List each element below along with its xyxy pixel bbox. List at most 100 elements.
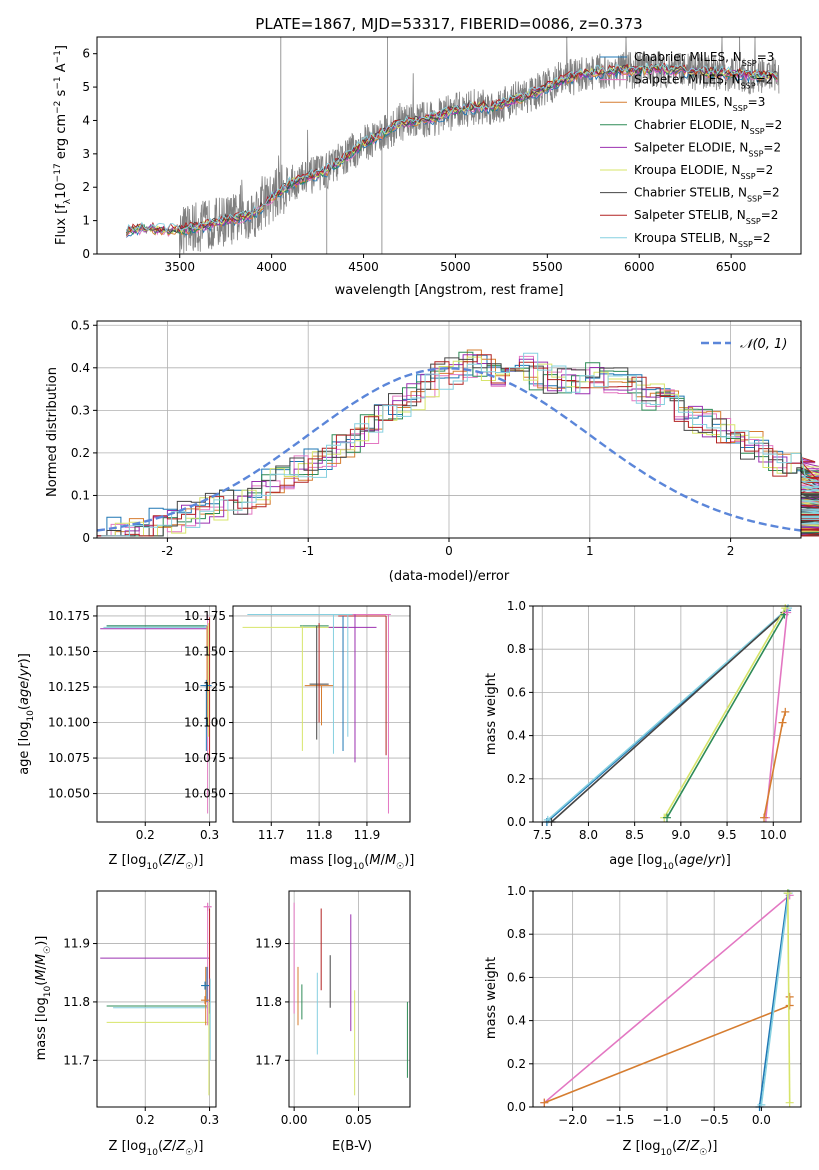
legend-label: 𝒩(0, 1) xyxy=(740,337,787,352)
y-tick-label: 3 xyxy=(82,147,90,161)
y-tick-label: 0.0 xyxy=(507,1100,526,1114)
weight-marker xyxy=(781,707,790,716)
weight-marker xyxy=(785,1098,794,1107)
weight-line xyxy=(543,894,791,1104)
weight-marker xyxy=(783,608,792,617)
y-tick-label: 0.0 xyxy=(507,815,526,829)
legend-label: Chabrier MILES, NSSP=3 xyxy=(634,50,774,68)
x-tick-label: 0 xyxy=(445,544,453,558)
x-tick-label: 7.5 xyxy=(533,828,552,842)
legend-label: Kroupa MILES, NSSP=3 xyxy=(634,95,765,113)
y-tick-label: 11.7 xyxy=(63,1053,90,1067)
y-tick-label: 10.100 xyxy=(184,716,226,730)
x-tick-label: 9.0 xyxy=(671,828,690,842)
y-tick-label: 11.7 xyxy=(255,1053,282,1067)
residual-histogram xyxy=(101,352,819,537)
y-tick-label: 11.9 xyxy=(255,937,282,951)
y-tick-label: 0.2 xyxy=(507,1057,526,1071)
y-tick-label: 10.175 xyxy=(184,609,226,623)
massweight-vs-Z-panel: −2.0 −1.5 −1.0 −0.5 0.0 0.0 0.2 0.4 0.6 0.8 1.0 xyxy=(507,884,802,1127)
age-vs-Z-xlabel: Z [log10(Z/Z☉)] xyxy=(109,853,204,872)
massweight-vs-Z-ylabel: mass weight xyxy=(484,957,499,1039)
y-tick-label: 0 xyxy=(82,247,90,261)
y-tick-label: 11.8 xyxy=(63,995,90,1009)
y-tick-label: 10.150 xyxy=(184,644,226,658)
legend-label: Salpeter ELODIE, NSSP=2 xyxy=(634,140,781,158)
x-tick-label: 1 xyxy=(586,544,594,558)
axes-frame xyxy=(96,890,217,1108)
weight-marker xyxy=(760,813,769,822)
y-tick-label: 4 xyxy=(82,113,90,127)
legend-label: Chabrier STELIB, NSSP=2 xyxy=(634,186,780,204)
y-tick-label: 1.0 xyxy=(507,884,526,898)
x-tick-label: −1.5 xyxy=(605,1113,634,1127)
y-tick-label: 11.8 xyxy=(255,995,282,1009)
spectrum-xlabel: wavelength [Angstrom, rest frame] xyxy=(335,283,564,298)
y-tick-label: 0.1 xyxy=(71,488,90,502)
y-tick-label: 0.2 xyxy=(71,446,90,460)
residual-histogram xyxy=(97,354,819,537)
marker xyxy=(201,981,210,990)
age-vs-Z-panel: 0.2 0.3 10.050 10.075 10.100 10.125 10.150 10.1… xyxy=(48,605,219,842)
y-tick-label: 10.150 xyxy=(48,644,90,658)
x-tick-label: 6000 xyxy=(624,260,655,274)
legend-label: Salpeter MILES, NSSP=2 xyxy=(634,73,773,91)
mass-vs-Z-panel: 0.2 0.3 11.7 11.8 11.9 xyxy=(63,890,219,1127)
legend-label: Kroupa ELODIE, NSSP=2 xyxy=(634,163,773,181)
y-tick-label: 10.125 xyxy=(48,680,90,694)
weight-line xyxy=(787,893,791,1103)
weight-marker xyxy=(783,889,792,898)
residual-histogram xyxy=(97,354,819,537)
x-tick-label: 5500 xyxy=(532,260,563,274)
weight-marker xyxy=(781,604,790,613)
x-tick-label: 0.2 xyxy=(136,1113,155,1127)
axes-frame xyxy=(232,605,411,823)
spectrum-panel: 3500 4000 4500 5000 5500 6000 6500 0 1 2 3 4 5 6 Chabr… xyxy=(82,36,802,274)
y-tick-label: 0.8 xyxy=(507,642,526,656)
x-tick-label: 11.7 xyxy=(258,828,285,842)
x-tick-label: 8.5 xyxy=(625,828,644,842)
x-tick-label: 0.0 xyxy=(752,1113,771,1127)
y-tick-label: 0.6 xyxy=(507,685,526,699)
x-tick-label: 3500 xyxy=(164,260,195,274)
y-tick-label: 1.0 xyxy=(507,599,526,613)
y-tick-label: 0.6 xyxy=(507,970,526,984)
mass-vs-EBV-panel: 0.00 0.05 11.7 11.8 11.9 xyxy=(255,890,411,1127)
residuals-ylabel: Normed distribution xyxy=(45,367,60,497)
x-tick-label: −0.5 xyxy=(700,1113,729,1127)
y-tick-label: 0.8 xyxy=(507,927,526,941)
y-tick-label: 10.125 xyxy=(184,680,226,694)
massweight-vs-age-xlabel: age [log10(age/yr)] xyxy=(609,853,731,872)
y-tick-label: 2 xyxy=(82,180,90,194)
x-tick-label: −2.0 xyxy=(558,1113,587,1127)
y-tick-label: 10.075 xyxy=(48,751,90,765)
weight-line xyxy=(758,893,789,1108)
y-tick-label: 1 xyxy=(82,214,90,228)
x-tick-label: 9.5 xyxy=(718,828,737,842)
x-tick-label: 10.0 xyxy=(760,828,787,842)
weight-marker xyxy=(785,992,794,1001)
legend-label: Kroupa STELIB, NSSP=2 xyxy=(634,231,771,249)
weight-marker xyxy=(540,1098,549,1107)
mass-vs-Z-ylabel: mass [log10(M/M☉)] xyxy=(34,936,53,1061)
y-tick-label: 0.4 xyxy=(507,729,526,743)
weight-line xyxy=(550,611,785,823)
marker xyxy=(201,996,210,1005)
y-tick-label: 0 xyxy=(82,531,90,545)
residuals-xlabel: (data-model)/error xyxy=(389,569,510,584)
y-tick-label: 11.9 xyxy=(63,937,90,951)
y-tick-label: 10.100 xyxy=(48,716,90,730)
weight-line xyxy=(547,607,789,821)
mass-vs-Z-xlabel: Z [log10(Z/Z☉)] xyxy=(109,1139,204,1158)
x-tick-label: -1 xyxy=(302,544,314,558)
x-tick-label: 11.9 xyxy=(354,828,381,842)
model-fit-line xyxy=(125,62,778,233)
spectrum-ylabel: Flux [fλ10−17 erg cm−2 s−1 A−1] xyxy=(53,45,73,245)
residual-histogram xyxy=(97,357,819,537)
x-tick-label: 0.05 xyxy=(345,1113,372,1127)
normal-curve xyxy=(96,367,802,532)
y-tick-label: 10.050 xyxy=(48,787,90,801)
axes-frame xyxy=(288,890,411,1108)
x-tick-label: 0.3 xyxy=(200,1113,219,1127)
